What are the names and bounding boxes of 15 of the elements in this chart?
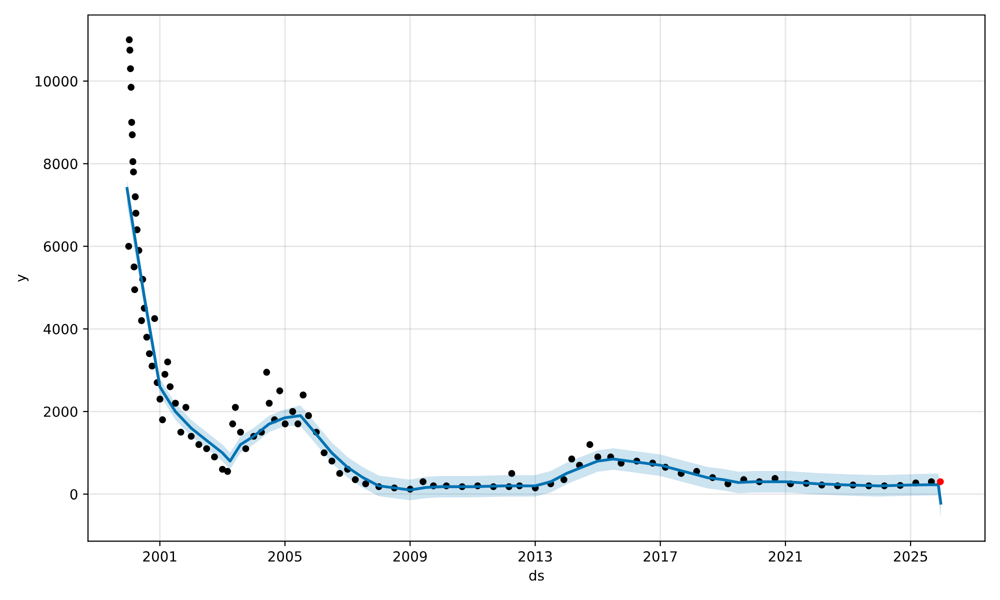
y-tick-label: 10000 <box>36 76 78 87</box>
y-tick-label: 6000 <box>44 241 78 252</box>
x-tick-label: 2001 <box>143 551 176 562</box>
y-axis-title: y <box>18 274 29 282</box>
y-tick-label: 4000 <box>44 324 78 334</box>
y-tick-label: 2000 <box>44 406 78 417</box>
x-tick-label: 2009 <box>393 551 427 562</box>
y-tick-label: 8000 <box>44 158 78 170</box>
x-tick-label: 2025 <box>894 551 928 562</box>
x-tick-label: 2005 <box>268 551 302 562</box>
x-tick-label: 2013 <box>518 551 552 562</box>
y-tick-label: 0 <box>70 489 78 500</box>
x-tick-label: 2021 <box>768 551 802 562</box>
x-axis-title: ds <box>529 570 544 581</box>
x-tick-label: 2017 <box>644 551 677 562</box>
